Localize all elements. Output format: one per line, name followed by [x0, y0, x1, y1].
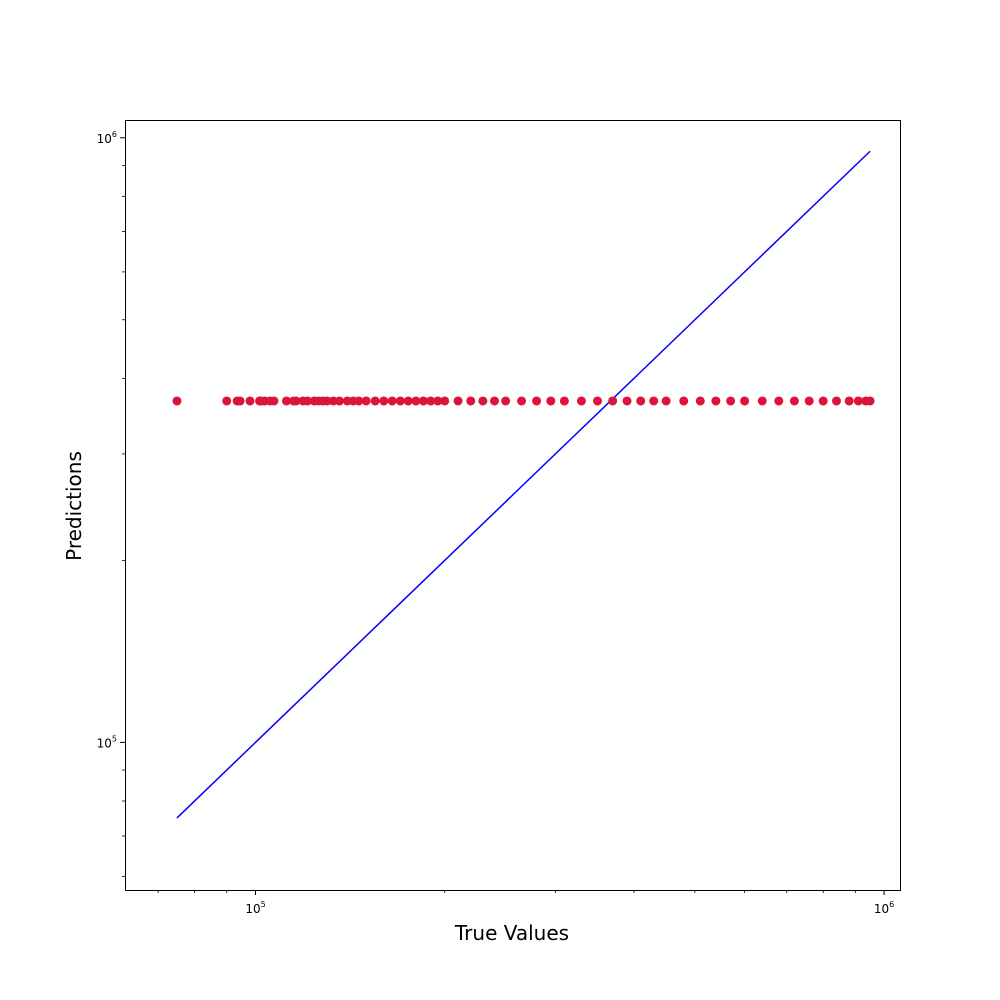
scatter-point — [679, 396, 689, 406]
scatter-point — [222, 396, 232, 406]
scatter-point — [853, 396, 863, 406]
scatter-point — [532, 396, 542, 406]
scatter-point — [661, 396, 671, 406]
axes-frame — [125, 120, 901, 891]
scatter-point — [281, 396, 291, 406]
scatter-point — [804, 396, 814, 406]
scatter-point — [546, 396, 556, 406]
x-tick-label: 105 — [245, 900, 265, 916]
scatter-point — [361, 396, 371, 406]
scatter-point — [789, 396, 799, 406]
scatter-point — [592, 396, 602, 406]
scatter-point — [466, 396, 476, 406]
scatter-point — [622, 396, 632, 406]
scatter-point — [387, 396, 397, 406]
axis-ticks: 105 106 105 106 — [97, 130, 895, 916]
scatter-point — [608, 396, 618, 406]
scatter-point — [576, 396, 586, 406]
scatter-point — [818, 396, 828, 406]
scatter-point — [740, 396, 750, 406]
scatter-point — [418, 396, 428, 406]
scatter-point — [844, 396, 854, 406]
y-tick-label: 105 — [97, 734, 117, 750]
scatter-point — [695, 396, 705, 406]
scatter-point — [636, 396, 646, 406]
scatter-point — [453, 396, 463, 406]
scatter-point — [865, 396, 875, 406]
scatter-point — [831, 396, 841, 406]
x-axis-label: True Values — [454, 921, 569, 945]
scatter-point — [501, 396, 511, 406]
scatter-point — [269, 396, 279, 406]
scatter-point — [303, 396, 313, 406]
scatter-point — [172, 396, 182, 406]
scatter-point — [245, 396, 255, 406]
scatter-point — [774, 396, 784, 406]
scatter-point — [426, 396, 436, 406]
scatter-point — [403, 396, 413, 406]
scatter-point — [379, 396, 389, 406]
scatter-point — [478, 396, 488, 406]
scatter-point — [726, 396, 736, 406]
scatter-point — [711, 396, 721, 406]
y-tick-label: 106 — [97, 130, 117, 146]
scatter-point — [517, 396, 527, 406]
scatter-point — [649, 396, 659, 406]
scatter-point — [411, 396, 421, 406]
scatter-point — [433, 396, 443, 406]
identity-line — [176, 150, 871, 819]
y-axis-label: Predictions — [62, 451, 86, 561]
scatter-point — [354, 396, 364, 406]
scatter-point — [322, 396, 332, 406]
scatter-point — [757, 396, 767, 406]
scatter-point — [235, 396, 245, 406]
scatter-point — [370, 396, 380, 406]
scatter-point — [440, 396, 450, 406]
scatter-point — [334, 396, 344, 406]
x-tick-label: 106 — [874, 900, 894, 916]
scatter-point — [559, 396, 569, 406]
plot-area — [172, 150, 875, 819]
scatter-point — [395, 396, 405, 406]
scatter-point — [489, 396, 499, 406]
scatter-point — [291, 396, 301, 406]
